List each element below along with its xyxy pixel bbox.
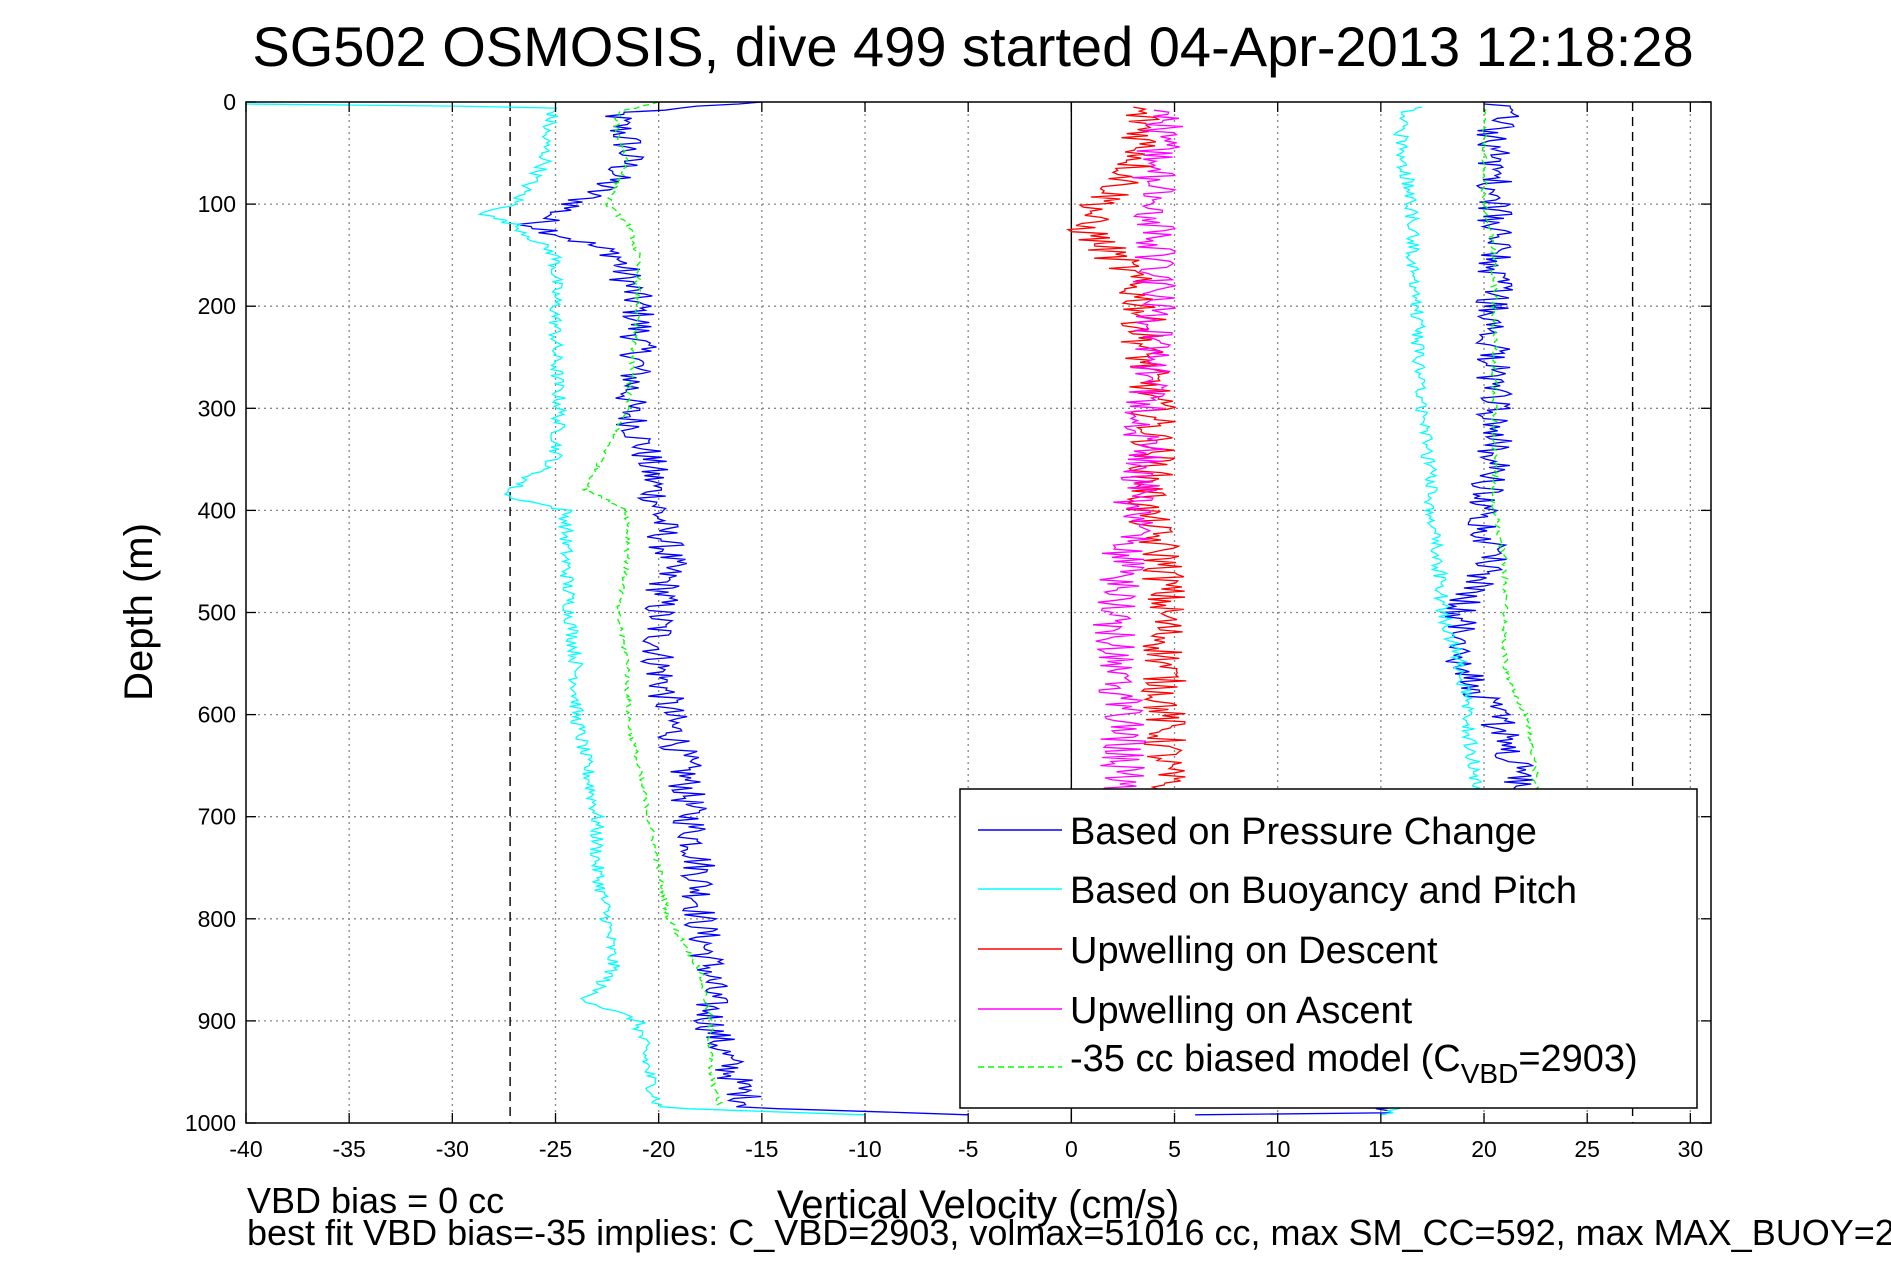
- series-line-4: [1066, 106, 1187, 797]
- series-line-5: [1093, 109, 1184, 797]
- x-tick-label-12: 20: [1471, 1136, 1497, 1162]
- y-ticks: 0 100 200 300 400 500 600 700 800 900 1000: [185, 89, 1711, 1136]
- y-tick-label-5: 500: [198, 600, 236, 626]
- legend-label-subscript: VBD: [1461, 1058, 1519, 1089]
- y-tick-label-7: 700: [198, 804, 236, 830]
- legend: Based on Pressure Change Based on Buoyanc…: [959, 788, 1698, 1109]
- x-tick-label-5: -15: [745, 1136, 778, 1162]
- footer-line-2: best fit VBD bias=-35 implies: C_VBD=290…: [247, 1212, 1891, 1253]
- y-tick-label-4: 400: [198, 497, 236, 523]
- y-tick-label-6: 600: [198, 702, 236, 728]
- x-tick-label-2: -30: [436, 1136, 469, 1162]
- legend-label-0: Based on Pressure Change: [1070, 811, 1537, 853]
- x-axis-label: Vertical Velocity (cm/s): [777, 1183, 1179, 1227]
- y-axis-label: Depth (m): [117, 523, 161, 701]
- y-tick-label-10: 1000: [185, 1110, 236, 1136]
- x-tick-label-14: 30: [1678, 1136, 1704, 1162]
- chart-title: SG502 OSMOSIS, dive 499 started 04-Apr-2…: [252, 15, 1693, 78]
- legend-label-suffix: =2903): [1518, 1038, 1637, 1080]
- x-tick-label-4: -20: [642, 1136, 675, 1162]
- x-tick-label-3: -25: [539, 1136, 572, 1162]
- x-tick-label-10: 10: [1265, 1136, 1291, 1162]
- y-tick-label-2: 200: [198, 293, 236, 319]
- x-tick-label-8: 0: [1065, 1136, 1078, 1162]
- x-tick-label-0: -40: [229, 1136, 262, 1162]
- y-tick-label-9: 900: [198, 1008, 236, 1034]
- legend-box: [959, 788, 1698, 1109]
- x-tick-label-6: -10: [848, 1136, 881, 1162]
- x-tick-label-7: -5: [958, 1136, 978, 1162]
- series-line-0: [517, 101, 969, 1116]
- series-line-2: [245, 103, 866, 1116]
- y-tick-label-1: 100: [198, 191, 236, 217]
- footer-line-1: VBD bias = 0 cc: [247, 1180, 504, 1221]
- x-tick-label-9: 5: [1168, 1136, 1181, 1162]
- x-tick-label-11: 15: [1368, 1136, 1394, 1162]
- series-line-6: [581, 101, 724, 1108]
- legend-label-1: Based on Buoyancy and Pitch: [1070, 870, 1577, 912]
- y-tick-label-0: 0: [223, 89, 236, 115]
- legend-label-3: Upwelling on Ascent: [1070, 990, 1413, 1032]
- x-ticks: -40 -35 -30 -25 -20 -15 -10 -5 0 5 10 15 20 25 30: [229, 102, 1703, 1162]
- x-tick-label-13: 25: [1574, 1136, 1600, 1162]
- y-tick-label-8: 800: [198, 906, 236, 932]
- x-tick-label-1: -35: [333, 1136, 366, 1162]
- legend-label-2: Upwelling on Descent: [1070, 930, 1438, 972]
- y-tick-label-3: 300: [198, 395, 236, 421]
